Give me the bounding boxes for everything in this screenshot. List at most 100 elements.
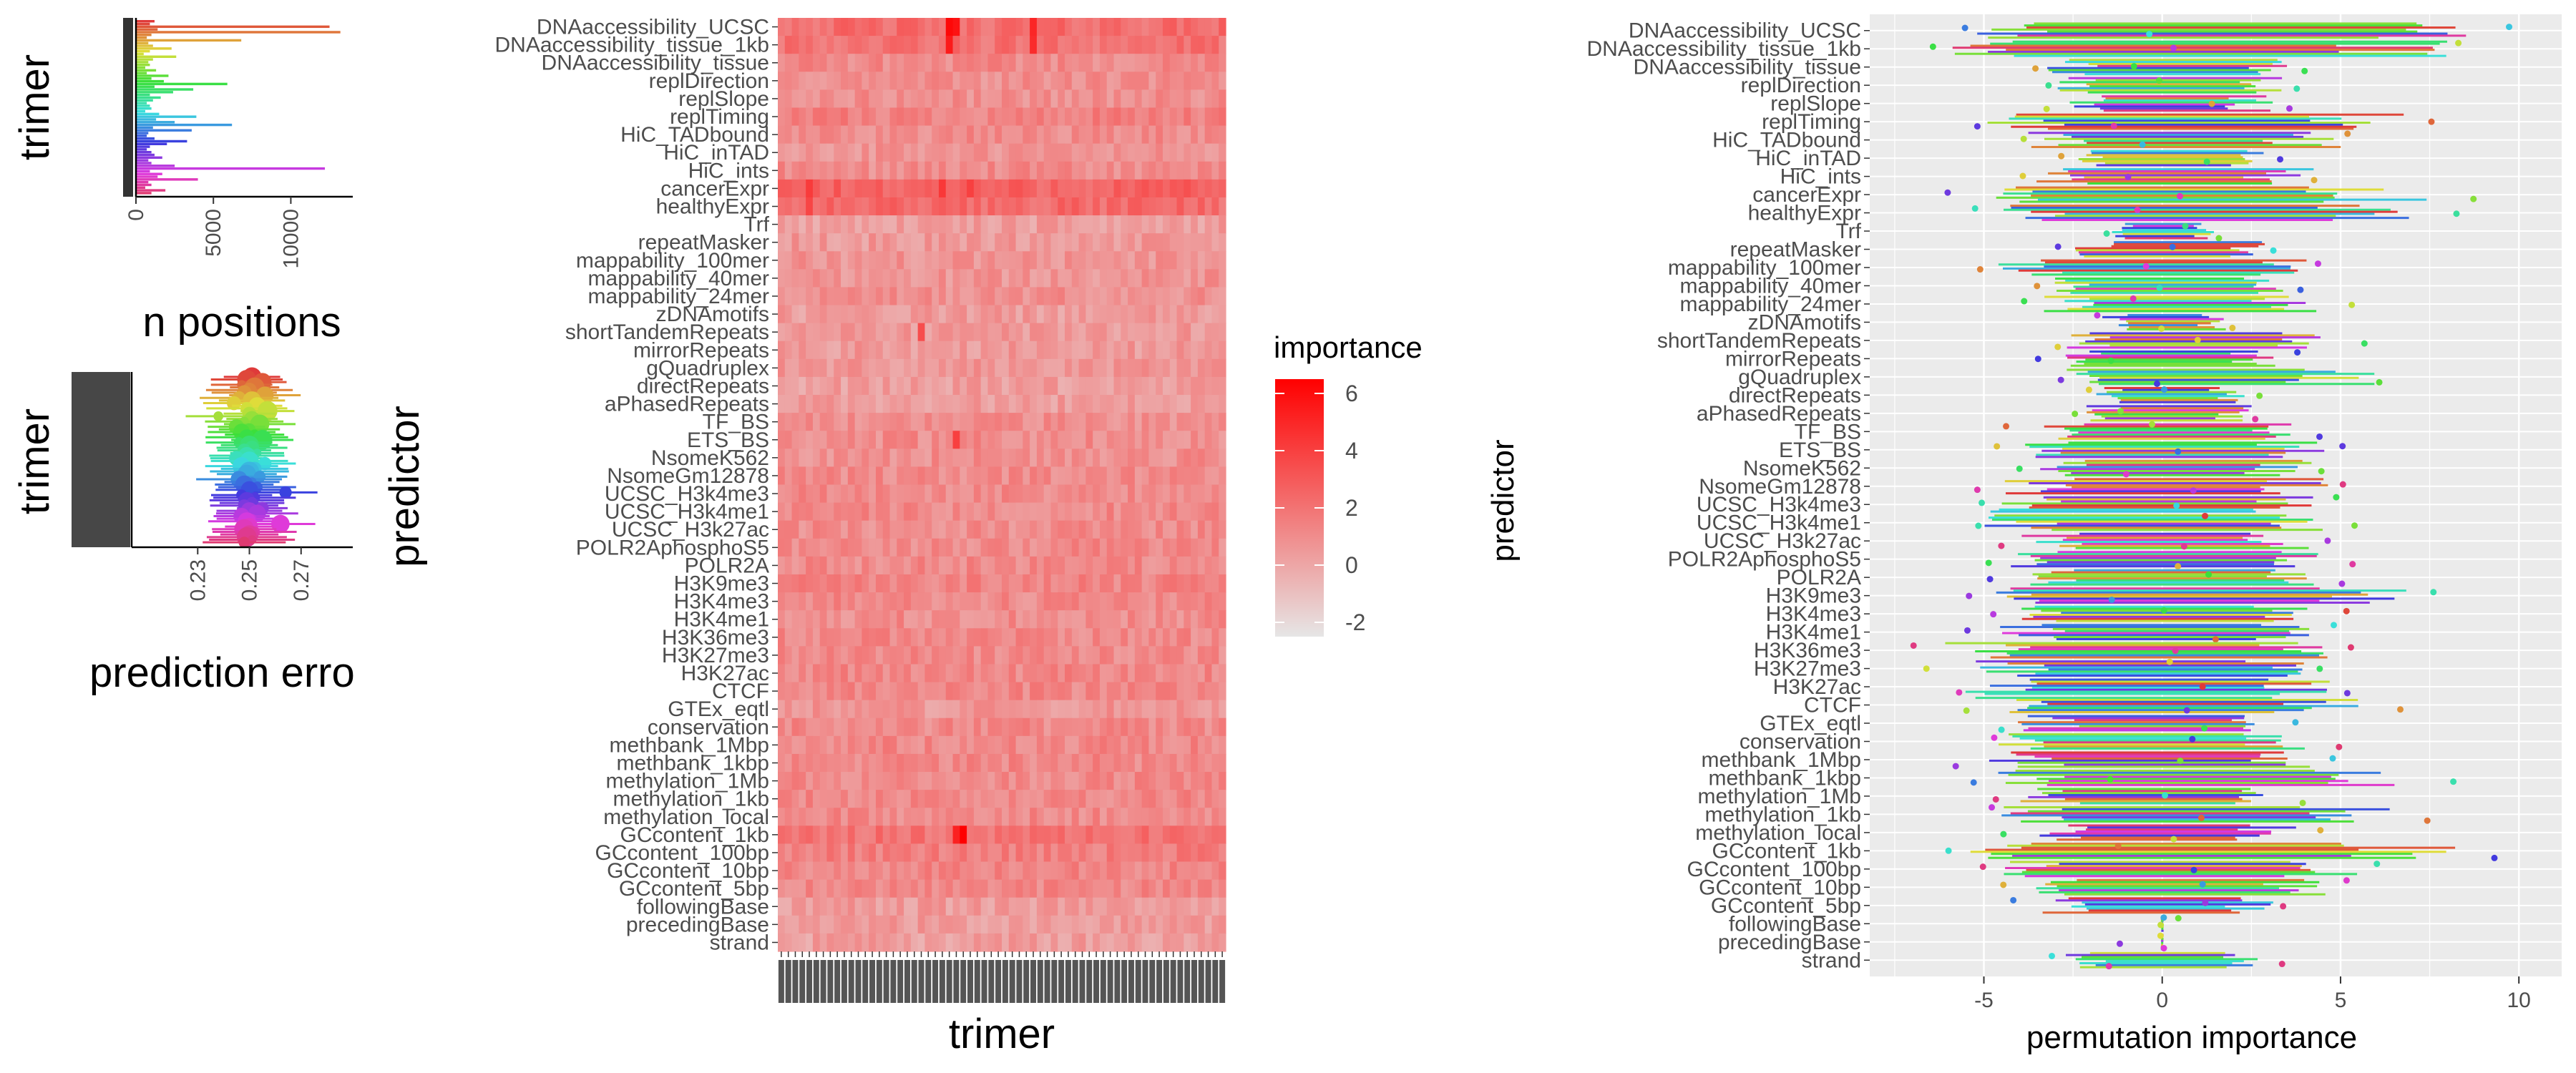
heatmap-cell	[834, 323, 841, 342]
heatmap-cell	[1191, 790, 1199, 808]
heatmap-cell	[1043, 717, 1052, 737]
heatmap-y-tick-label: methylation_local	[603, 805, 769, 829]
heatmap-cell	[1128, 574, 1136, 593]
heatmap-cell	[1050, 717, 1058, 737]
heatmap-cell	[834, 772, 841, 790]
heatmap-cell	[1008, 538, 1017, 557]
heatmap-cell	[1191, 556, 1199, 575]
heatmap-cell	[973, 89, 982, 109]
heatmap-cell	[1141, 520, 1150, 539]
heatmap-cell	[952, 915, 960, 934]
counts-bar	[136, 162, 152, 165]
heatmap-cell	[1184, 269, 1191, 288]
permutation-y-tick-label: precedingBase	[1718, 931, 1861, 954]
heatmap-cell	[1023, 89, 1030, 109]
heatmap-cell	[938, 933, 947, 952]
heatmap-y-axis-title: predictor	[381, 406, 428, 567]
heatmap-cell	[932, 376, 940, 396]
heatmap-cell	[1184, 54, 1191, 72]
heatmap-cell	[1065, 179, 1073, 198]
heatmap-cell	[1121, 933, 1128, 952]
heatmap-cell	[904, 449, 912, 468]
heatmap-cell	[967, 735, 975, 755]
heatmap-cell	[917, 538, 926, 557]
permutation-y-tick-label: UCSC_H3k4me1	[1697, 511, 1861, 535]
heatmap-cell	[1058, 825, 1065, 845]
heatmap-cell	[791, 251, 799, 270]
error-x-tick-label: 0.27	[290, 559, 313, 601]
heatmap-cell	[1197, 251, 1206, 270]
heatmap-cell	[1099, 413, 1108, 431]
heatmap-cell	[799, 897, 806, 916]
heatmap-cell	[812, 790, 821, 808]
heatmap-cell	[799, 179, 806, 198]
heatmap-cell	[799, 269, 806, 288]
heatmap-cell	[1169, 574, 1178, 593]
heatmap-cell	[1078, 215, 1086, 234]
heatmap-cell	[1071, 592, 1080, 611]
heatmap-cell	[980, 395, 989, 413]
heatmap-x-tick-label-glyph	[1156, 960, 1163, 1003]
heatmap-cell	[924, 251, 932, 270]
counts-bar	[136, 102, 147, 104]
heatmap-cell	[1176, 717, 1184, 737]
heatmap-cell	[1191, 233, 1199, 252]
heatmap-x-tick-label-glyph	[1030, 960, 1037, 1003]
permutation-y-tick-label: H3K4me3	[1766, 602, 1861, 626]
heatmap-cell	[938, 466, 947, 486]
heatmap-cell	[862, 233, 869, 252]
heatmap-cell	[1148, 179, 1156, 198]
permutation-outlier-point	[1956, 689, 1963, 696]
heatmap-cell	[1030, 843, 1038, 863]
heatmap-cell	[869, 808, 877, 826]
heatmap-cell	[1043, 251, 1052, 270]
heatmap-cell	[1093, 143, 1101, 162]
heatmap-cell	[869, 897, 877, 916]
heatmap-cell	[882, 107, 891, 127]
heatmap-cell	[1191, 502, 1199, 521]
heatmap-cell	[1050, 753, 1058, 773]
heatmap-cell	[924, 825, 932, 845]
heatmap-cell	[904, 54, 912, 72]
heatmap-cell	[904, 735, 912, 755]
heatmap-cell	[1099, 646, 1108, 665]
heatmap-cell	[952, 72, 960, 90]
heatmap-cell	[784, 484, 793, 504]
heatmap-cell	[1050, 790, 1058, 808]
heatmap-cell	[987, 897, 995, 916]
heatmap-cell	[1121, 466, 1128, 486]
heatmap-cell	[1050, 395, 1058, 413]
heatmap-cell	[910, 484, 919, 504]
heatmap-cell	[1050, 915, 1058, 934]
permutation-outlier-point	[2205, 571, 2212, 578]
heatmap-cell	[826, 753, 834, 773]
heatmap-cell	[1071, 717, 1080, 737]
heatmap-cell	[1015, 592, 1023, 611]
heatmap-cell	[847, 610, 856, 629]
heatmap-cell	[1023, 125, 1030, 144]
heatmap-cell	[960, 861, 967, 881]
heatmap-cell	[1050, 843, 1058, 863]
heatmap-x-tick-label-glyph	[1058, 960, 1065, 1003]
heatmap-cell	[904, 179, 912, 198]
heatmap-cell	[987, 520, 995, 539]
heatmap-cell	[910, 358, 919, 378]
heatmap-cell	[889, 251, 897, 270]
heatmap-cell	[1071, 376, 1080, 396]
heatmap-cell	[904, 233, 912, 252]
heatmap-cell	[1141, 502, 1150, 521]
heatmap-x-tick-label-glyph	[862, 960, 869, 1003]
heatmap-x-tick-label-glyph	[1121, 960, 1128, 1003]
heatmap-cell	[826, 376, 834, 396]
heatmap-cell	[987, 269, 995, 288]
heatmap-x-tick-label-glyph	[1219, 960, 1226, 1003]
permutation-row	[1966, 587, 2437, 604]
heatmap-cell	[806, 538, 814, 557]
heatmap-cell	[1036, 682, 1045, 701]
heatmap-cell	[1106, 628, 1115, 647]
heatmap-cell	[778, 395, 786, 413]
heatmap-cell	[1099, 18, 1108, 36]
heatmap-cell	[932, 395, 940, 413]
heatmap-cell	[1036, 179, 1045, 198]
heatmap-cell	[819, 395, 828, 413]
